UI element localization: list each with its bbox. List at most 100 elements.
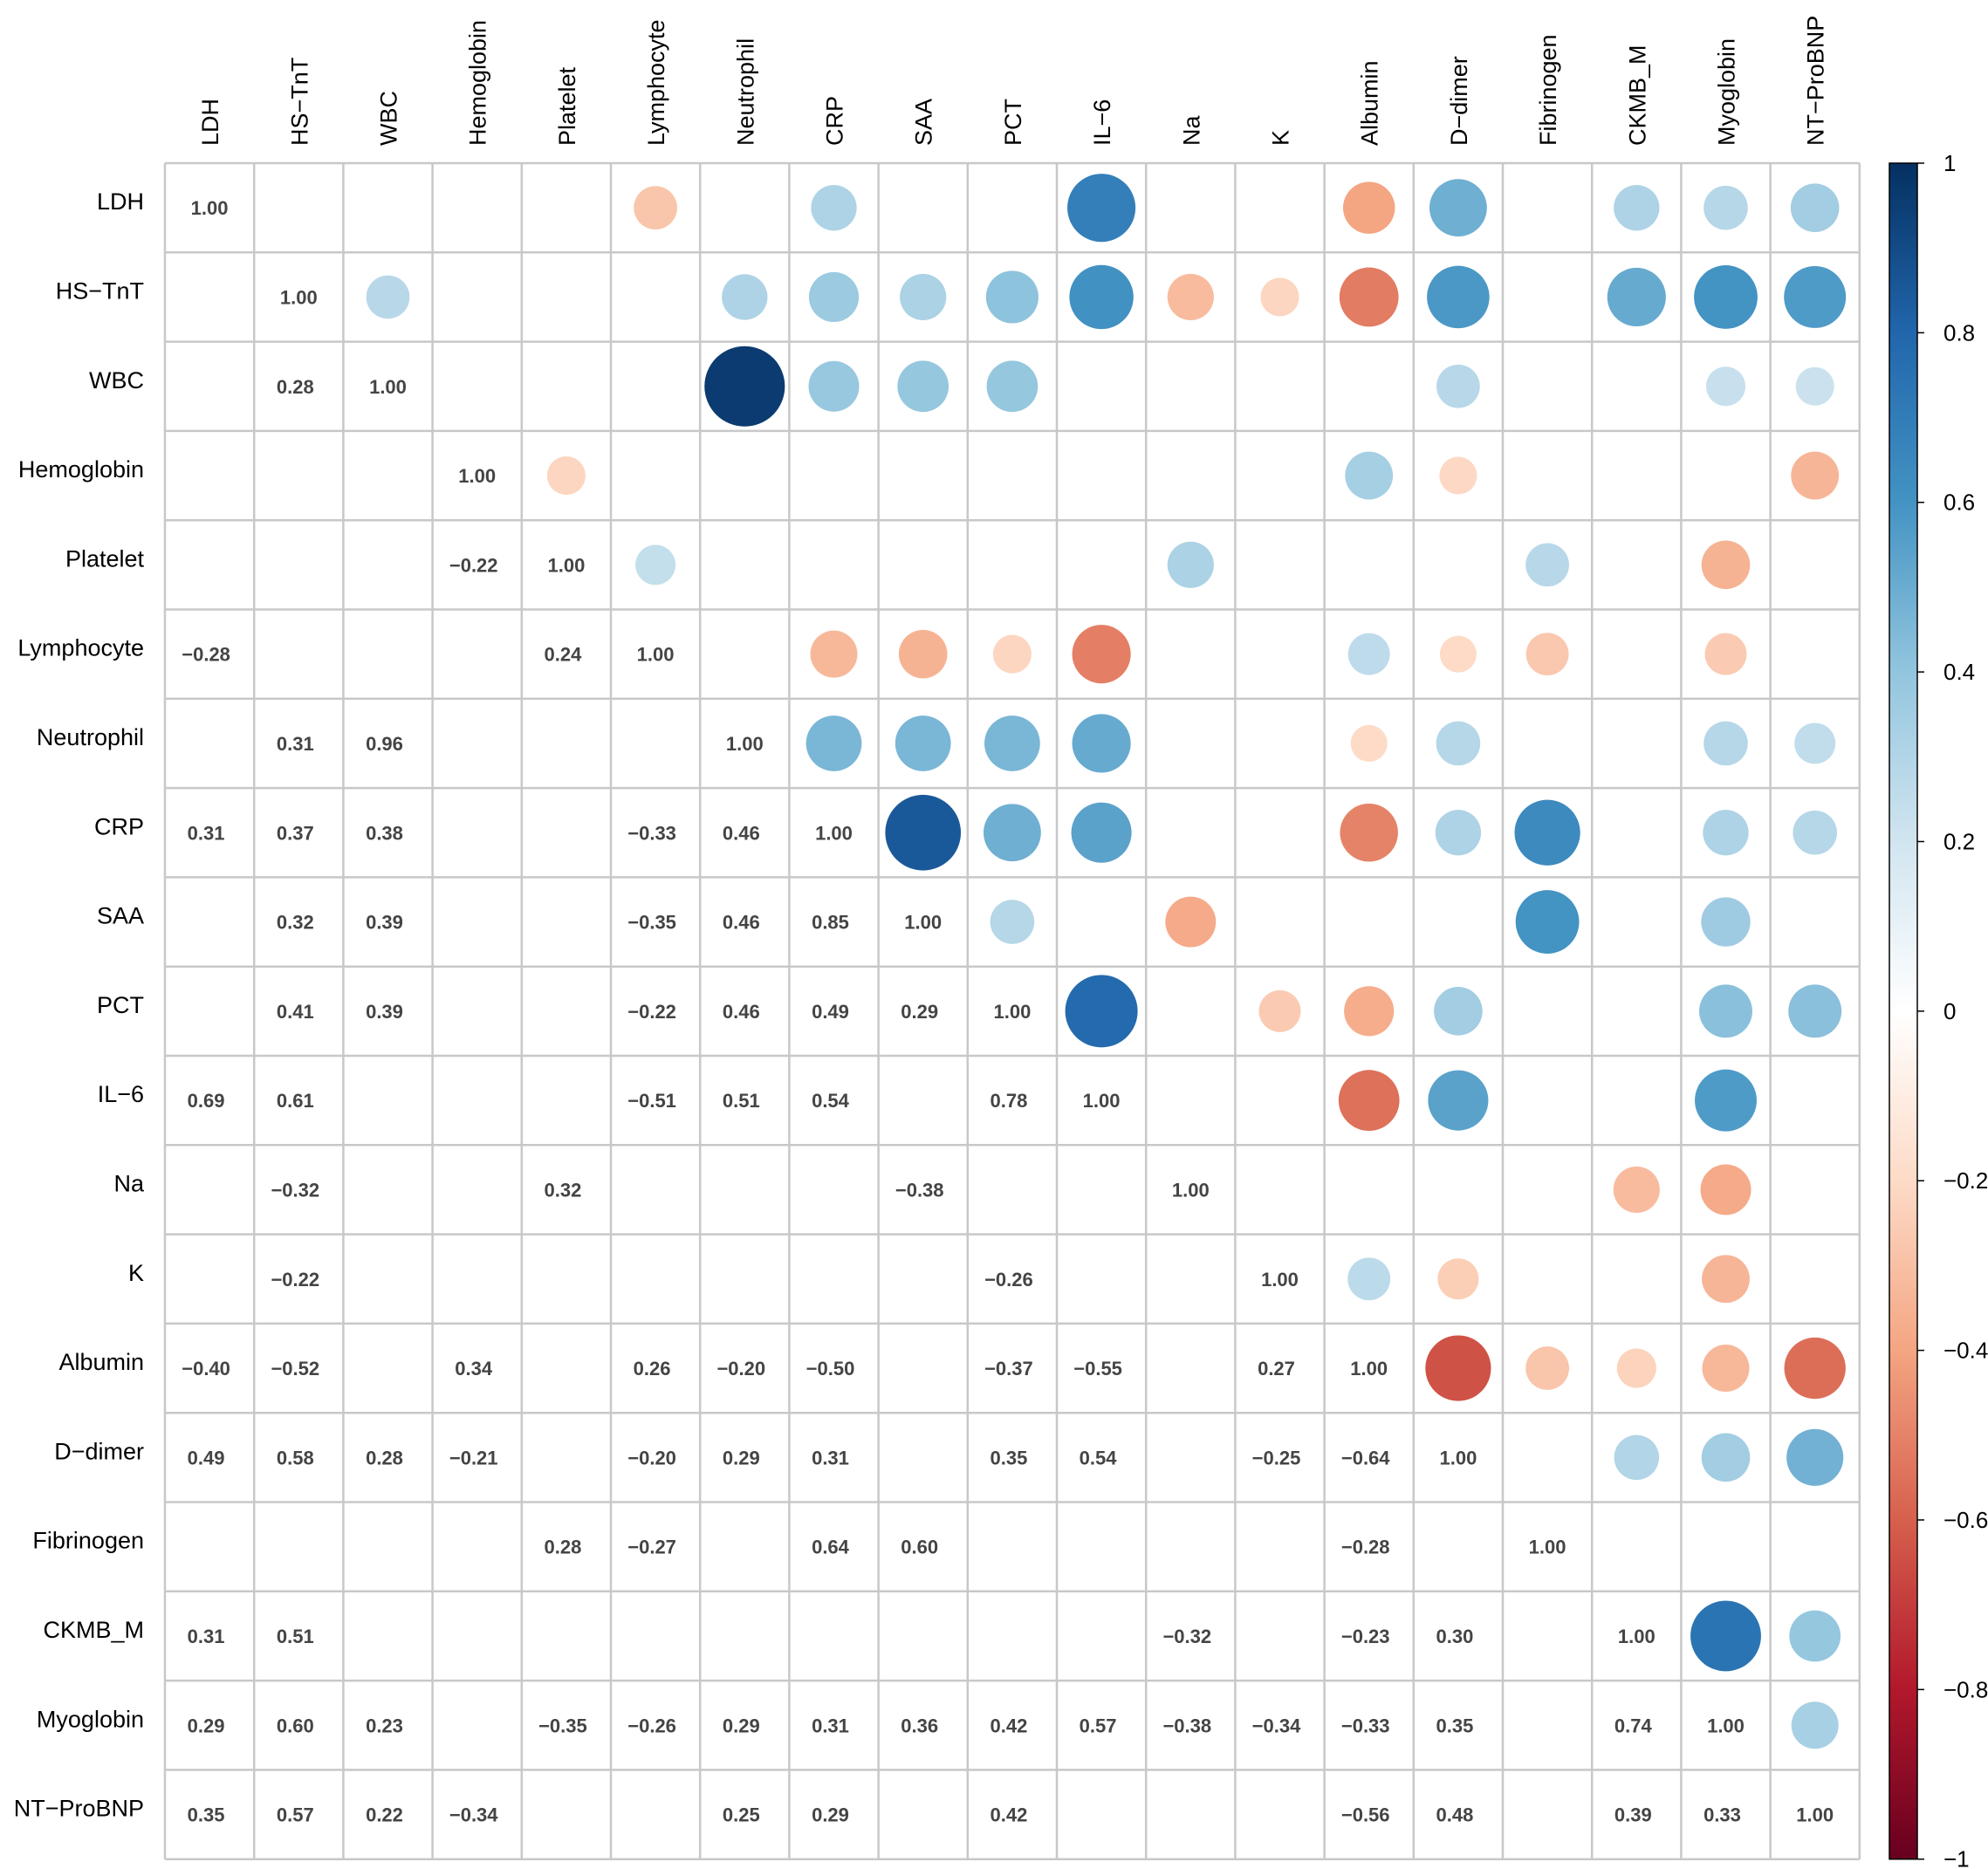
colorbar-bar (1889, 162, 1918, 1860)
correlation-value: 0.57 (1080, 1715, 1117, 1736)
column-label: NT−ProBNP (1803, 16, 1829, 146)
correlation-circle (1167, 273, 1214, 321)
correlation-value: −0.64 (1341, 1447, 1390, 1468)
correlation-circle (1525, 633, 1569, 676)
correlation-circle (1699, 984, 1752, 1038)
correlation-circle (1794, 722, 1836, 764)
correlation-circle (366, 275, 410, 319)
correlation-circle (1434, 987, 1483, 1036)
correlation-circle (1704, 185, 1748, 230)
correlation-value: 0.36 (901, 1715, 938, 1736)
correlation-value: −0.20 (716, 1358, 765, 1380)
row-label: K (128, 1260, 144, 1286)
diagonal-value: 1.00 (1618, 1626, 1656, 1647)
correlation-value: 0.35 (990, 1447, 1027, 1468)
correlation-circle (1790, 183, 1840, 232)
correlation-value: −0.40 (182, 1358, 230, 1380)
correlation-value: 0.42 (990, 1804, 1027, 1826)
row-label: SAA (97, 903, 144, 929)
correlation-circle (1428, 1070, 1489, 1131)
correlation-circle (1704, 633, 1747, 675)
diagonal-value: 1.00 (1796, 1804, 1834, 1826)
correlation-circle (1514, 799, 1580, 866)
row-label: HS−TnT (56, 277, 144, 304)
column-label: K (1268, 130, 1294, 146)
correlation-value: −0.27 (627, 1537, 676, 1558)
correlation-circle (1703, 810, 1749, 856)
column-label: Platelet (554, 66, 580, 146)
colorbar-tick-label: 1 (1943, 150, 1956, 176)
correlation-value: 0.54 (1080, 1447, 1118, 1468)
row-label: CKMB_M (43, 1617, 144, 1643)
correlation-value: 0.34 (455, 1358, 493, 1380)
correlation-circle (1439, 635, 1477, 673)
correlation-circle (1613, 1166, 1660, 1214)
correlation-value: −0.28 (182, 644, 230, 666)
correlation-circle (984, 804, 1041, 862)
correlation-value: 0.22 (366, 1804, 403, 1826)
correlation-value: −0.26 (984, 1269, 1033, 1290)
correlation-circle (1795, 366, 1834, 406)
correlation-value: 0.31 (188, 1626, 225, 1647)
correlation-value: 0.24 (544, 644, 582, 666)
correlation-circle (1701, 897, 1751, 947)
correlation-value: 0.32 (277, 912, 314, 934)
colorbar-tick-label: −1 (1943, 1846, 1970, 1869)
correlation-value: 0.30 (1436, 1626, 1473, 1647)
colorbar-tick-label: 0 (1943, 998, 1956, 1024)
correlation-circle (1705, 366, 1746, 407)
column-label: Hemoglobin (465, 20, 491, 146)
correlation-circle (1435, 810, 1482, 856)
column-label: Albumin (1357, 60, 1383, 146)
correlation-circle (1791, 1701, 1839, 1749)
correlation-circle (1342, 181, 1395, 234)
correlation-value: 0.31 (188, 822, 225, 844)
correlation-circle (1702, 1255, 1750, 1304)
correlation-value: 0.31 (812, 1715, 849, 1736)
correlation-value: −0.37 (984, 1358, 1033, 1380)
correlation-value: −0.34 (1252, 1715, 1301, 1736)
correlation-value: 0.27 (1258, 1358, 1295, 1380)
correlation-circle (635, 544, 676, 585)
correlation-circle (1515, 890, 1580, 954)
correlation-circle (1429, 179, 1487, 237)
correlation-value: 0.51 (723, 1090, 760, 1112)
correlation-value: −0.55 (1073, 1358, 1122, 1380)
correlation-value: 0.39 (366, 912, 403, 934)
correlation-circle (984, 715, 1040, 771)
correlation-value: 0.32 (544, 1179, 581, 1201)
correlation-circle (1167, 541, 1214, 588)
colorbar: 1 0.8 0.6 0.4 0.2 0 −0.2 −0.4 −0.6 −0.8 −1 (1889, 150, 1988, 1869)
correlation-circle (1345, 451, 1394, 500)
row-label: D−dimer (54, 1438, 144, 1464)
correlation-value: −0.25 (1252, 1447, 1301, 1468)
row-label: WBC (89, 367, 144, 394)
correlation-value: 0.96 (366, 733, 403, 755)
correlation-circle (986, 360, 1039, 413)
colorbar-tick-label: 0.6 (1943, 490, 1975, 516)
diagonal-value: 1.00 (369, 376, 407, 398)
correlation-circle (546, 456, 586, 496)
correlation-value: −0.56 (1341, 1804, 1390, 1826)
diagonal-value: 1.00 (815, 822, 853, 844)
correlation-value: 0.61 (277, 1090, 314, 1112)
correlation-value: 0.58 (277, 1447, 314, 1468)
correlation-value: 0.69 (188, 1090, 225, 1112)
correlation-circle (1340, 804, 1398, 862)
column-label: D−dimer (1446, 56, 1472, 146)
correlation-value: 0.29 (723, 1715, 760, 1736)
correlation-value: −0.20 (627, 1447, 676, 1468)
correlation-circle (1701, 540, 1751, 590)
correlation-value: 0.49 (812, 1001, 849, 1023)
correlation-circle (1607, 267, 1666, 327)
correlation-circle (810, 630, 858, 678)
correlation-value: 0.39 (1614, 1804, 1652, 1826)
correlation-circle (1788, 984, 1842, 1038)
diagonal-value: 1.00 (904, 912, 942, 934)
diagonal-value: 1.00 (993, 1001, 1031, 1023)
row-label: Neutrophil (37, 724, 144, 750)
correlation-circle (1065, 975, 1138, 1048)
correlation-value: 0.29 (188, 1715, 225, 1736)
column-label: Myoglobin (1714, 38, 1740, 146)
correlation-circle (1791, 451, 1840, 500)
